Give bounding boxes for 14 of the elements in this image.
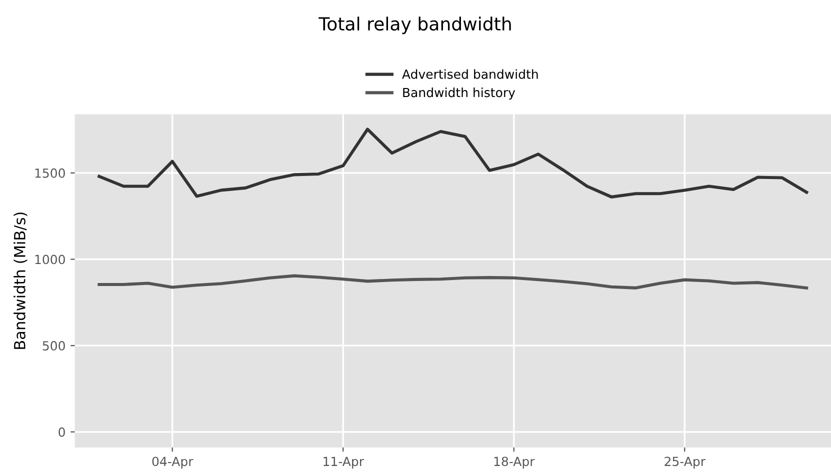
y-tick-label: 500 — [42, 341, 65, 351]
x-tick-label: 04-Apr — [152, 456, 194, 469]
legend-label: Bandwidth history — [403, 88, 516, 100]
y-tick-label: 0 — [58, 427, 65, 437]
line-series — [98, 128, 808, 198]
chart-title: Total relay bandwidth — [318, 16, 511, 34]
line-series — [98, 274, 808, 290]
y-tick-label: 1000 — [35, 254, 65, 264]
legend-label: Advertised bandwidth — [402, 69, 538, 79]
x-tick-label: 25-Apr — [664, 456, 706, 469]
x-tick-label: 18-Apr — [494, 456, 535, 469]
x-tick-label: 11-Apr — [324, 456, 364, 469]
y-axis-title: Bandwidth (MiB/s) — [14, 212, 28, 349]
y-tick-label: 1500 — [35, 168, 65, 178]
